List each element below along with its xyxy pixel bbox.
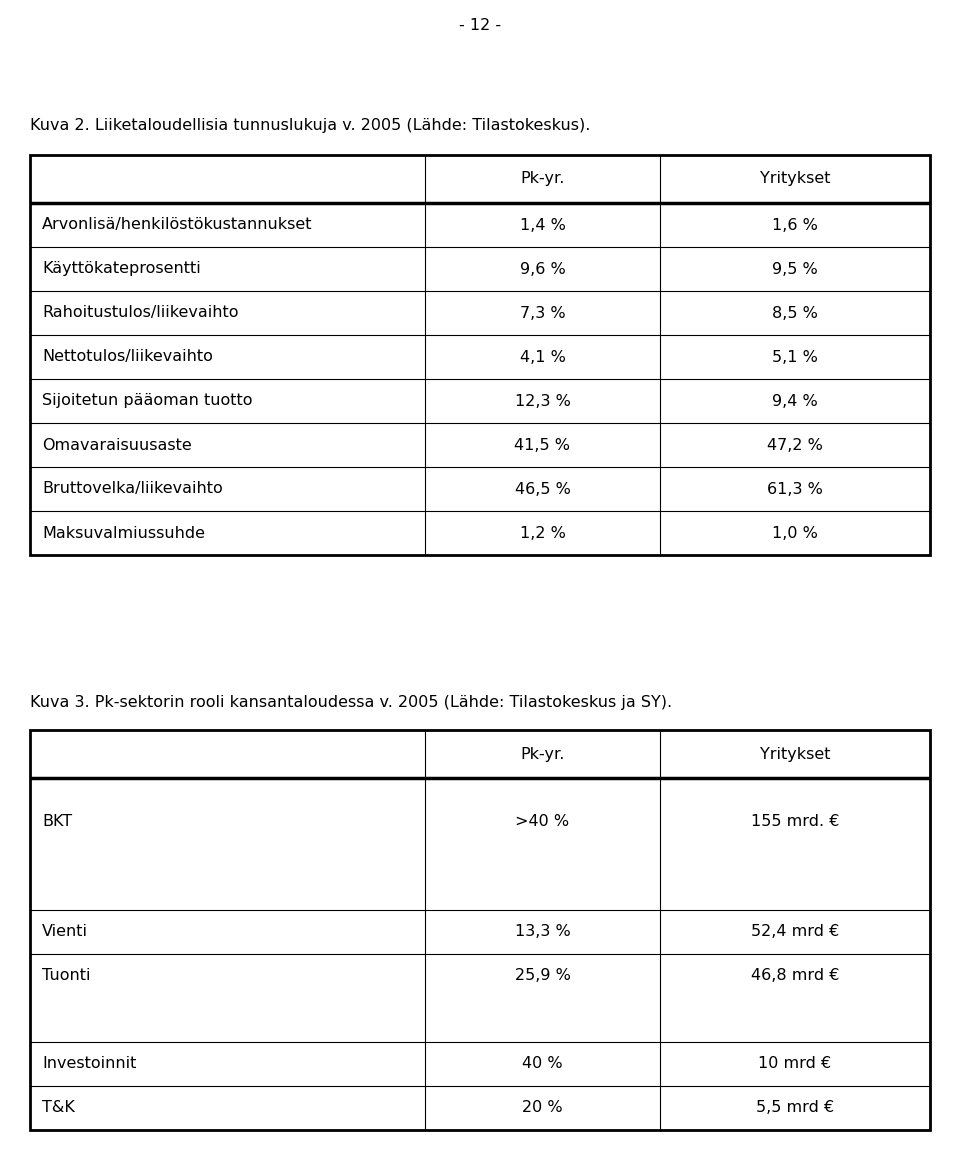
Text: Arvonlisä/henkilöstökustannukset: Arvonlisä/henkilöstökustannukset — [42, 217, 313, 232]
Text: Pk-yr.: Pk-yr. — [520, 747, 564, 762]
Text: 41,5 %: 41,5 % — [515, 437, 570, 452]
Text: 5,1 %: 5,1 % — [772, 349, 818, 364]
Text: Kuva 2. Liiketaloudellisia tunnuslukuja v. 2005 (Lähde: Tilastokeskus).: Kuva 2. Liiketaloudellisia tunnuslukuja … — [30, 118, 590, 133]
Text: 9,4 %: 9,4 % — [772, 393, 818, 408]
Text: 20 %: 20 % — [522, 1101, 563, 1116]
Text: 8,5 %: 8,5 % — [772, 305, 818, 320]
Text: BKT: BKT — [42, 815, 72, 830]
Text: Rahoitustulos/liikevaihto: Rahoitustulos/liikevaihto — [42, 305, 238, 320]
Text: Käyttökateprosentti: Käyttökateprosentti — [42, 261, 201, 276]
Text: 9,5 %: 9,5 % — [772, 261, 818, 276]
Text: 25,9 %: 25,9 % — [515, 969, 570, 984]
Text: 47,2 %: 47,2 % — [767, 437, 823, 452]
Text: 13,3 %: 13,3 % — [515, 925, 570, 940]
Text: 61,3 %: 61,3 % — [767, 482, 823, 496]
Text: 155 mrd. €: 155 mrd. € — [751, 815, 839, 830]
Text: 7,3 %: 7,3 % — [519, 305, 565, 320]
Text: 1,4 %: 1,4 % — [519, 217, 565, 232]
Bar — [30, 729, 930, 1131]
Text: 46,5 %: 46,5 % — [515, 482, 570, 496]
Text: Vienti: Vienti — [42, 925, 88, 940]
Text: 1,2 %: 1,2 % — [519, 526, 565, 541]
Text: 52,4 mrd €: 52,4 mrd € — [751, 925, 839, 940]
Text: Maksuvalmiussuhde: Maksuvalmiussuhde — [42, 526, 205, 541]
Text: 9,6 %: 9,6 % — [519, 261, 565, 276]
Text: Pk-yr.: Pk-yr. — [520, 171, 564, 186]
Text: 4,1 %: 4,1 % — [519, 349, 565, 364]
Text: 1,0 %: 1,0 % — [772, 526, 818, 541]
Text: Yritykset: Yritykset — [759, 171, 830, 186]
Text: Yritykset: Yritykset — [759, 747, 830, 762]
Text: Omavaraisuusaste: Omavaraisuusaste — [42, 437, 192, 452]
Text: >40 %: >40 % — [516, 815, 569, 830]
Text: Bruttovelka/liikevaihto: Bruttovelka/liikevaihto — [42, 482, 223, 496]
Text: Kuva 3. Pk-sektorin rooli kansantaloudessa v. 2005 (Lähde: Tilastokeskus ja SY).: Kuva 3. Pk-sektorin rooli kansantaloudes… — [30, 695, 672, 710]
Text: 40 %: 40 % — [522, 1057, 563, 1072]
Text: Sijoitetun pääoman tuotto: Sijoitetun pääoman tuotto — [42, 393, 252, 408]
Text: Tuonti: Tuonti — [42, 969, 90, 984]
Text: - 12 -: - 12 - — [459, 18, 501, 34]
Text: T&K: T&K — [42, 1101, 75, 1116]
Bar — [30, 155, 930, 555]
Text: 12,3 %: 12,3 % — [515, 393, 570, 408]
Text: Investoinnit: Investoinnit — [42, 1057, 136, 1072]
Text: 5,5 mrd €: 5,5 mrd € — [756, 1101, 834, 1116]
Text: 46,8 mrd €: 46,8 mrd € — [751, 969, 839, 984]
Text: 10 mrd €: 10 mrd € — [758, 1057, 831, 1072]
Text: 1,6 %: 1,6 % — [772, 217, 818, 232]
Text: Nettotulos/liikevaihto: Nettotulos/liikevaihto — [42, 349, 213, 364]
